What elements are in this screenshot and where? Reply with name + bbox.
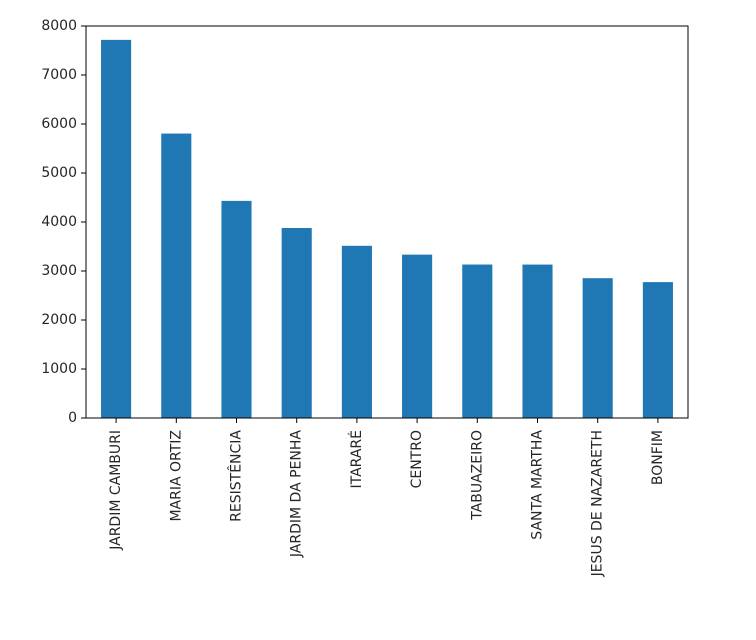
y-tick-label: 7000	[41, 67, 77, 83]
y-tick-label: 3000	[41, 263, 77, 279]
x-tick-label: TABUAZEIRO	[469, 430, 485, 521]
bar-centro	[402, 254, 433, 418]
y-axis: 0 1000 2000 3000 4000 5000 6000 7000 8000	[41, 18, 86, 426]
bar-maria-ortiz	[161, 133, 192, 418]
x-tick-label: JARDIM CAMBURI	[108, 430, 124, 551]
bar-itararé	[341, 245, 372, 418]
y-tick-label: 1000	[41, 361, 77, 377]
bar-jardim-da-penha	[281, 228, 312, 418]
plot-area	[101, 39, 673, 419]
x-tick-label: SANTA MARTHA	[530, 430, 546, 540]
bar-jardim-camburi	[101, 39, 132, 419]
x-tick-label: JARDIM DA PENHA	[289, 430, 305, 558]
bar-resistência	[221, 200, 252, 418]
bar-santa-martha	[522, 264, 553, 418]
x-tick-label: BONFIM	[650, 430, 666, 485]
x-tick-label: JESUS DE NAZARETH	[590, 430, 606, 577]
bar-jesus-de-nazareth	[582, 278, 613, 418]
y-tick-label: 8000	[41, 18, 77, 34]
y-tick-label: 5000	[41, 165, 77, 181]
y-tick-label: 0	[68, 410, 77, 426]
x-tick-label: MARIA ORTIZ	[168, 430, 184, 522]
x-tick-label: CENTRO	[409, 430, 425, 488]
bar-tabuazeiro	[462, 264, 493, 418]
x-axis: JARDIM CAMBURI MARIA ORTIZ RESISTÊNCIA JARD…	[108, 418, 666, 577]
bar-bonfim	[642, 282, 673, 418]
x-tick-label: ITARARÉ	[348, 430, 365, 488]
axes-frame	[85, 25, 689, 419]
y-tick-label: 2000	[41, 312, 77, 328]
y-tick-label: 6000	[41, 116, 77, 132]
y-tick-label: 4000	[41, 214, 77, 230]
x-tick-label: RESISTÊNCIA	[227, 430, 245, 522]
